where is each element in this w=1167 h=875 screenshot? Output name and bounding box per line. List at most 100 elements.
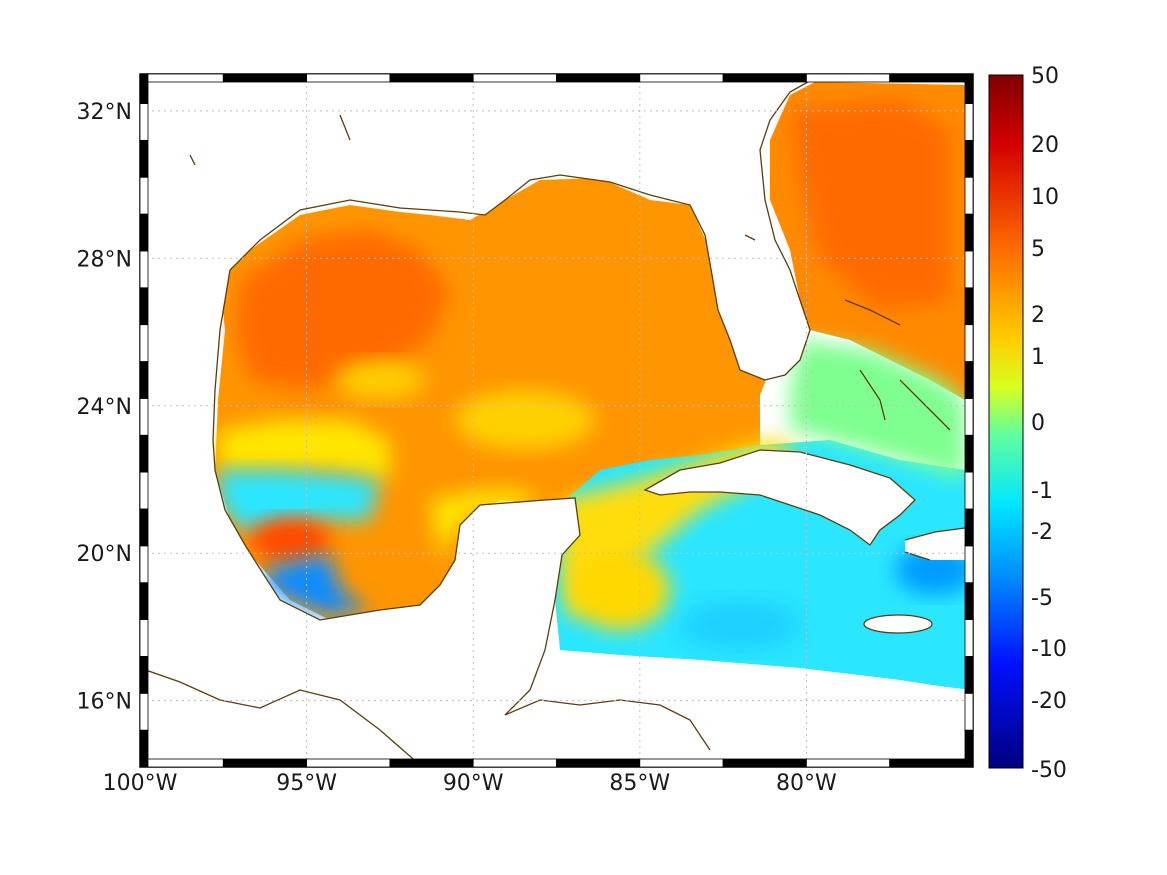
- grid-lines: [140, 74, 973, 767]
- frame-segment-bottom: [889, 758, 974, 768]
- land-masks: [140, 74, 973, 767]
- frame-segment-left: [139, 545, 149, 584]
- frame-segment-bottom: [389, 758, 474, 768]
- colorbar-gradient: [988, 74, 1024, 769]
- x-tick-label: 85°W: [609, 771, 670, 796]
- frame-segment-right: [964, 508, 974, 547]
- frame-segment-top: [306, 73, 391, 83]
- frame-segment-top: [222, 73, 308, 83]
- frame-segment-right: [964, 471, 974, 510]
- frame-segment-top: [806, 73, 891, 83]
- frame-segment-bottom: [639, 758, 724, 768]
- x-tick-labels: 100°W 95°W 90°W 85°W 80°W: [103, 771, 837, 796]
- frame-segment-right: [964, 434, 974, 473]
- colorbar-tick-label: 2: [1031, 303, 1045, 328]
- cuba-land: [645, 450, 915, 545]
- frame-segment-left: [139, 471, 149, 510]
- x-tick-label: 95°W: [276, 771, 337, 796]
- north-yellow-patch: [335, 360, 425, 400]
- frame-segment-left: [139, 213, 149, 252]
- frame-segment-left: [139, 73, 149, 104]
- bahamas-field-region: [790, 340, 965, 480]
- y-tick-label: 28°N: [77, 247, 132, 272]
- frame-segment-top: [472, 73, 557, 83]
- frame-segment-right: [964, 729, 974, 768]
- yellow-band-west: [218, 420, 390, 480]
- mexico-coastline: [212, 439, 581, 716]
- y-tick-label: 16°N: [77, 690, 132, 715]
- y-tick-label: 24°N: [77, 395, 132, 420]
- frame-segment-right: [964, 582, 974, 620]
- bahamas-coastline: [844, 299, 951, 431]
- frame-segment-left: [139, 729, 149, 768]
- frame-segment-left: [139, 324, 149, 362]
- frame-segment-left: [139, 250, 149, 289]
- frame-segment-bottom: [806, 758, 891, 768]
- colorbar-tick-label: -5: [1031, 586, 1053, 611]
- colorbar-tick-label: 50: [1031, 64, 1059, 89]
- frame-segment-right: [964, 103, 974, 141]
- nw-gulf-core: [235, 230, 450, 390]
- ocean-field: [215, 82, 973, 690]
- frame-segment-right: [964, 176, 974, 215]
- frame-segment-left: [139, 656, 149, 694]
- frame-segment-left: [139, 619, 149, 657]
- frame-segment-bottom: [472, 758, 557, 768]
- frame-segment-top: [389, 73, 474, 83]
- frame-segment-top: [722, 73, 807, 83]
- south-blank: [560, 652, 973, 767]
- red-eddy: [250, 518, 330, 562]
- frame-segment-bottom: [556, 758, 641, 768]
- map-area: [140, 74, 973, 767]
- colorbar-tick-label: 20: [1031, 133, 1059, 158]
- jamaica-coastline: [863, 614, 933, 634]
- frame-segment-left: [139, 176, 149, 215]
- mexico-land: [140, 440, 580, 767]
- frame-segment-right: [964, 139, 974, 178]
- frame-segment-right: [964, 73, 974, 104]
- colorbar-tick-label: -20: [1031, 689, 1067, 714]
- frame-segment-bottom: [222, 758, 308, 768]
- colorbar-tick-label: 5: [1031, 237, 1045, 262]
- colorbar-tick-label: -50: [1031, 758, 1067, 783]
- x-tick-label: 100°W: [103, 771, 178, 796]
- frame-segment-left: [139, 397, 149, 436]
- frame-segment-bottom: [306, 758, 391, 768]
- colorbar-tick-label: 10: [1031, 185, 1059, 210]
- frame-segment-right: [964, 213, 974, 252]
- cyan-region-west: [218, 470, 380, 530]
- colorbar-tick-label: 1: [1031, 345, 1045, 370]
- x-tick-label: 90°W: [443, 771, 504, 796]
- frame-segment-top: [139, 73, 224, 83]
- frame-segment-bottom: [139, 758, 224, 768]
- caribbean-yellow-patch: [570, 550, 670, 630]
- colorbar-tick-label: -2: [1031, 520, 1053, 545]
- frame-segment-right: [964, 324, 974, 362]
- frame-segment-right: [964, 250, 974, 289]
- frame-segment-right: [964, 619, 974, 657]
- frame-checkerboard: [139, 73, 974, 768]
- pacific-coastline: [140, 667, 421, 766]
- frame-segment-left: [139, 434, 149, 473]
- frame-segment-left: [139, 103, 149, 141]
- central-yellow-patch: [455, 390, 595, 450]
- texas-barrier-islands: [189, 114, 756, 241]
- x-tick-label: 80°W: [776, 771, 837, 796]
- jamaica-land: [864, 615, 932, 633]
- frame-segment-left: [139, 508, 149, 547]
- campeche-blue-region: [262, 555, 370, 615]
- atlantic-core: [790, 100, 950, 310]
- frame-segment-left: [139, 361, 149, 399]
- frame-segment-right: [964, 545, 974, 584]
- coastlines: [140, 77, 966, 766]
- y-tick-labels: 32°N 28°N 24°N 20°N 16°N: [77, 100, 132, 715]
- frame-segment-top: [889, 73, 974, 83]
- frame-segment-left: [139, 582, 149, 620]
- colorbar-tick-label: 0: [1031, 411, 1045, 436]
- frame-segment-right: [964, 287, 974, 326]
- us-land: [140, 74, 810, 440]
- frame-segment-right: [964, 692, 974, 731]
